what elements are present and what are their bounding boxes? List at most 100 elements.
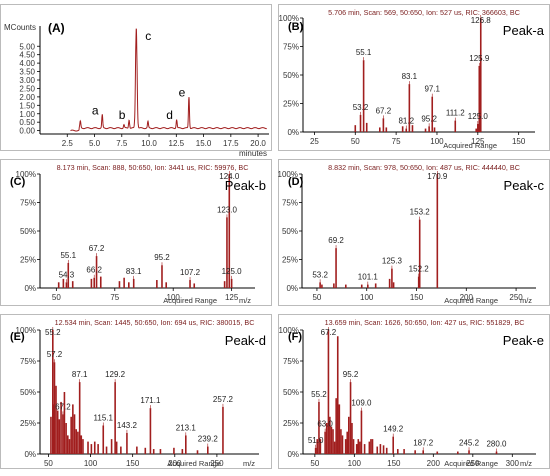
peak-mz-label: 153.2: [410, 208, 431, 217]
peak-mz-label: 63.0: [317, 420, 333, 429]
x-tick-label: 10.0: [141, 139, 157, 148]
y-tick-label: 0%: [24, 450, 36, 459]
x-tick-label: 75: [392, 137, 401, 146]
peak-mz-label: 143.2: [117, 421, 138, 430]
peak-mz-label: 109.0: [351, 399, 372, 408]
x-tick-label: 100: [84, 459, 98, 468]
panel-f: 13.659 min, Scan: 1626, 50:650, Ion: 427…: [278, 314, 550, 469]
x-tick-label: 7.5: [116, 139, 128, 148]
y-tick-label: 1.50: [19, 101, 35, 110]
panel-frame: [0, 314, 272, 469]
peak-mz-label: 171.1: [140, 396, 161, 405]
y-axis-title: MCounts: [4, 23, 36, 32]
x-tick-label: 125: [225, 293, 239, 302]
spectrum-header: 13.659 min, Scan: 1626, 50:650, Ion: 427…: [325, 318, 525, 327]
peak-title: Peak-b: [225, 178, 266, 193]
y-tick-label: 2.50: [19, 84, 35, 93]
y-tick-label: 4.00: [19, 59, 35, 68]
peak-label-e: e: [179, 85, 186, 99]
x-axis-title: Acquired Range: [443, 141, 497, 150]
x-tick-label: 100: [430, 137, 444, 146]
peak-mz-label: 67.2: [55, 402, 71, 411]
y-tick-label: 4.50: [19, 51, 35, 60]
x-tick-label: 150: [512, 137, 526, 146]
peak-mz-label: 69.2: [328, 236, 344, 245]
peak-mz-label: 124.0: [219, 172, 240, 181]
x-tick-label: 125: [471, 137, 485, 146]
y-tick-label: 100%: [279, 326, 299, 335]
peak-title: Peak-a: [503, 23, 545, 38]
x-tick-label: 300: [506, 459, 520, 468]
x-tick-label: 100: [360, 293, 374, 302]
peak-mz-label: 54.3: [59, 270, 75, 279]
peak-mz-label: 57.2: [47, 350, 63, 359]
peak-mz-label: 67.2: [321, 328, 337, 337]
x-tick-label: 12.5: [169, 139, 185, 148]
peak-mz-label: 125.3: [382, 257, 403, 266]
panel-frame: [278, 159, 550, 306]
x-axis-title: Acquired Range: [167, 459, 221, 468]
peak-mz-label: 170.9: [427, 172, 448, 181]
x-tick-label: 250: [210, 459, 224, 468]
peak-label-a: a: [92, 103, 99, 117]
peak-mz-label: 95.2: [421, 114, 437, 123]
panel-label: (A): [48, 21, 65, 35]
panel-label: (B): [288, 21, 304, 33]
x-tick-label: 75: [110, 293, 119, 302]
x-tick-label: 15.0: [196, 139, 212, 148]
peak-mz-label: 239.2: [198, 435, 219, 444]
peak-mz-label: 129.2: [105, 370, 126, 379]
x-tick-label: 100: [167, 293, 181, 302]
y-tick-label: 0.00: [19, 127, 35, 136]
y-tick-label: 100%: [16, 326, 36, 335]
peak-mz-label: 95.2: [154, 253, 170, 262]
peak-mz-label: 51.0: [308, 436, 324, 445]
peak-title: Peak-e: [503, 333, 544, 348]
panel-e: 12.534 min, Scan: 1445, 50:650, Ion: 694…: [0, 314, 272, 469]
y-tick-label: 75%: [283, 43, 299, 52]
peak-mz-label: 55.1: [60, 251, 76, 260]
x-tick-label: 250: [509, 293, 523, 302]
y-tick-label: 100%: [278, 170, 298, 179]
peak-mz-label: 126.8: [471, 16, 492, 25]
y-tick-label: 75%: [282, 199, 298, 208]
peak-mz-label: 125.9: [469, 54, 490, 63]
x-tick-label: 200: [427, 459, 441, 468]
chromatogram-trace: [70, 28, 267, 132]
x-tick-label: 250: [466, 459, 480, 468]
panel-b: 5.706 min, Scan: 569, 50:650, Ion: 527 u…: [278, 4, 550, 151]
x-axis-title: minutes: [239, 149, 267, 158]
panel-frame: [278, 314, 550, 469]
y-tick-label: 5.00: [19, 42, 35, 51]
x-tick-label: 150: [410, 293, 424, 302]
y-tick-label: 25%: [20, 256, 36, 265]
peak-mz-label: 67.2: [89, 244, 105, 253]
peak-title: Peak-d: [225, 333, 266, 348]
y-tick-label: 100%: [16, 170, 36, 179]
y-tick-label: 75%: [20, 199, 36, 208]
panel-c: 8.173 min, Scan: 888, 50:650, Ion: 3441 …: [0, 159, 272, 306]
y-tick-label: 25%: [283, 100, 299, 109]
peak-mz-label: 115.1: [94, 413, 114, 422]
peak-mz-label: 111.2: [446, 109, 465, 118]
panel-label: (E): [10, 331, 25, 343]
y-tick-label: 0%: [24, 284, 36, 293]
y-tick-label: 50%: [283, 388, 299, 397]
peak-mz-label: 66.2: [86, 266, 102, 275]
x-axis-unit: m/z: [520, 296, 532, 305]
peak-mz-label: 67.2: [376, 106, 392, 115]
peak-mz-label: 107.2: [180, 268, 201, 277]
peak-mz-label: 55.2: [45, 328, 61, 337]
peak-label-d: d: [166, 108, 173, 122]
peak-mz-label: 101.1: [358, 273, 379, 282]
y-tick-label: 50%: [283, 71, 299, 80]
x-tick-label: 20.0: [250, 139, 266, 148]
x-tick-label: 50: [310, 459, 319, 468]
x-axis-unit: m/z: [520, 459, 532, 468]
peak-mz-label: 83.1: [402, 72, 418, 81]
panel-frame: [278, 4, 550, 151]
peak-title: Peak-c: [504, 178, 545, 193]
peak-mz-label: 125.0: [222, 267, 243, 276]
peak-mz-label: 125.0: [468, 112, 489, 121]
